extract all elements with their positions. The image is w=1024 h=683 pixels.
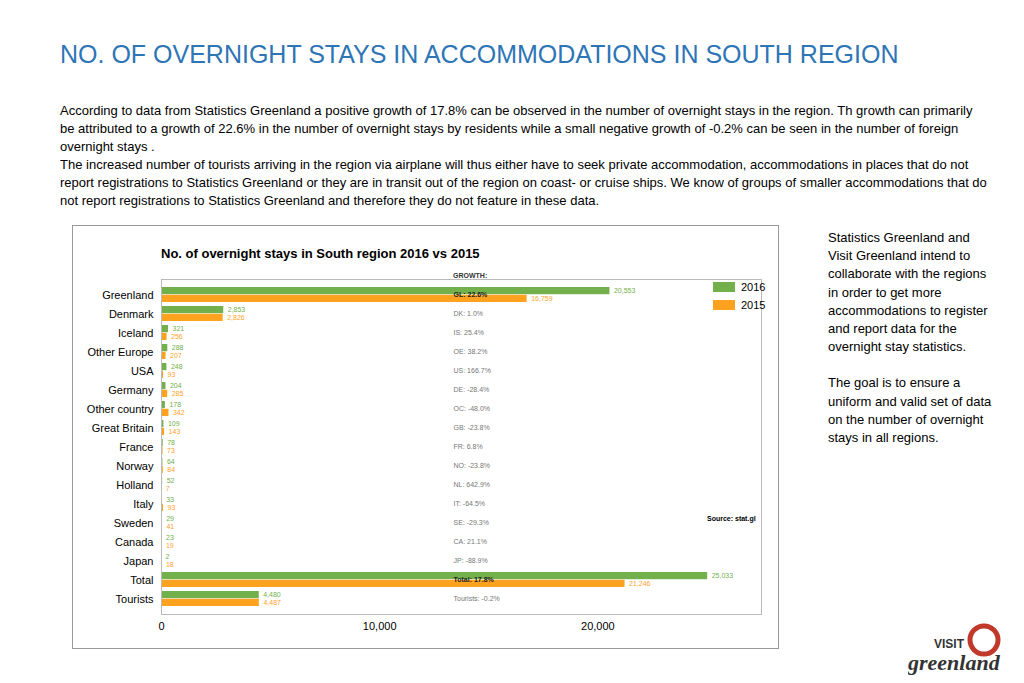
html-text:Source: stat.gl: Source: stat.gl: [707, 515, 756, 522]
svg-text:Greenland: Greenland: [102, 289, 153, 301]
svg-text:NL: 642.9%: NL: 642.9%: [454, 481, 491, 488]
svg-text:64: 64: [167, 458, 175, 465]
svg-text:Japan: Japan: [124, 555, 154, 567]
svg-text:342: 342: [173, 409, 185, 416]
html-text:Statistics Greenland and Visit: Statistics Greenland and Visit Greenland…: [828, 230, 988, 355]
svg-text:78: 78: [167, 439, 175, 446]
svg-text:93: 93: [168, 371, 176, 378]
html-text:2015: 2015: [741, 299, 766, 311]
svg-text:greenland: greenland: [908, 650, 1001, 675]
svg-text:0: 0: [158, 620, 164, 632]
svg-text:204: 204: [170, 382, 182, 389]
svg-text:USA: USA: [131, 365, 154, 377]
svg-text:207: 207: [170, 352, 182, 359]
svg-text:248: 248: [171, 363, 183, 370]
svg-text:16,759: 16,759: [531, 295, 553, 302]
svg-text:OE: 38.2%: OE: 38.2%: [454, 348, 488, 355]
svg-text:84: 84: [167, 466, 175, 473]
svg-text:Canada: Canada: [115, 536, 154, 548]
svg-text:CA: 21.1%: CA: 21.1%: [454, 538, 487, 545]
svg-text:Tourists: Tourists: [116, 593, 154, 605]
svg-text:4,487: 4,487: [263, 599, 281, 606]
svg-text:France: France: [119, 441, 153, 453]
svg-text:Total: 17.8%: Total: 17.8%: [454, 576, 495, 583]
svg-text:GB: -23.8%: GB: -23.8%: [454, 424, 490, 431]
svg-text:IT: -64.5%: IT: -64.5%: [454, 500, 486, 507]
html-text:The increased number of touris: The increased number of tourists arrivin…: [60, 157, 987, 208]
svg-text:256: 256: [171, 333, 183, 340]
svg-text:4,480: 4,480: [263, 591, 281, 598]
svg-text:7: 7: [166, 485, 170, 492]
svg-text:2,826: 2,826: [227, 314, 245, 321]
svg-text:Great Britain: Great Britain: [92, 422, 154, 434]
svg-text:Total: Total: [130, 574, 153, 586]
svg-text:2: 2: [166, 553, 170, 560]
svg-text:25,033: 25,033: [712, 572, 734, 579]
svg-text:19: 19: [166, 542, 174, 549]
html-text:The goal is to ensure a unifor: The goal is to ensure a uniform and vali…: [828, 375, 992, 445]
html-text:According to data from Statist: According to data from Statistics Greenl…: [60, 103, 973, 154]
svg-text:288: 288: [172, 344, 184, 351]
svg-text:VISIT: VISIT: [934, 637, 965, 651]
svg-text:20,000: 20,000: [581, 620, 615, 632]
svg-text:OC: -48.0%: OC: -48.0%: [454, 405, 491, 412]
svg-text:SE: -29.3%: SE: -29.3%: [454, 519, 489, 526]
svg-text:JP: -88.9%: JP: -88.9%: [454, 557, 488, 564]
svg-text:20,553: 20,553: [614, 287, 636, 294]
svg-text:DK: 1.0%: DK: 1.0%: [454, 310, 484, 317]
svg-text:143: 143: [169, 428, 181, 435]
svg-text:Other country: Other country: [87, 403, 154, 415]
svg-text:29: 29: [166, 515, 174, 522]
svg-text:178: 178: [169, 401, 181, 408]
svg-text:33: 33: [166, 496, 174, 503]
svg-text:93: 93: [168, 504, 176, 511]
svg-text:2,853: 2,853: [228, 306, 246, 313]
svg-text:NO: -23.8%: NO: -23.8%: [454, 462, 491, 469]
svg-text:18: 18: [166, 561, 174, 568]
svg-text:GL: 22.6%: GL: 22.6%: [454, 291, 489, 298]
svg-text:US: 166.7%: US: 166.7%: [454, 367, 491, 374]
svg-text:Holland: Holland: [116, 479, 153, 491]
svg-text:321: 321: [173, 325, 185, 332]
html-text:GROWTH:: GROWTH:: [453, 272, 488, 279]
svg-text:23: 23: [166, 534, 174, 541]
svg-text:DE: -28.4%: DE: -28.4%: [454, 386, 490, 393]
svg-text:Italy: Italy: [133, 498, 154, 510]
svg-text:Tourists: -0.2%: Tourists: -0.2%: [454, 595, 500, 602]
svg-text:73: 73: [167, 447, 175, 454]
svg-text:Germany: Germany: [108, 384, 154, 396]
svg-text:Norway: Norway: [116, 460, 154, 472]
svg-text:52: 52: [167, 477, 175, 484]
svg-text:285: 285: [172, 390, 184, 397]
svg-text:Other Europe: Other Europe: [87, 346, 153, 358]
svg-text:Denmark: Denmark: [109, 308, 154, 320]
svg-text:Iceland: Iceland: [118, 327, 153, 339]
svg-text:109: 109: [168, 420, 180, 427]
svg-text:10,000: 10,000: [363, 620, 397, 632]
svg-text:IS: 25.4%: IS: 25.4%: [454, 329, 484, 336]
svg-text:41: 41: [166, 523, 174, 530]
html-text:No. of overnight stays in Sout: No. of overnight stays in South region 2…: [161, 246, 480, 261]
html-text:NO. OF OVERNIGHT STAYS IN ACCO: NO. OF OVERNIGHT STAYS IN ACCOMMODATIONS…: [60, 40, 899, 68]
html-text:2016: 2016: [741, 281, 766, 293]
svg-text:FR: 6.8%: FR: 6.8%: [454, 443, 483, 450]
svg-text:Sweden: Sweden: [114, 517, 154, 529]
svg-text:21,246: 21,246: [629, 580, 651, 587]
